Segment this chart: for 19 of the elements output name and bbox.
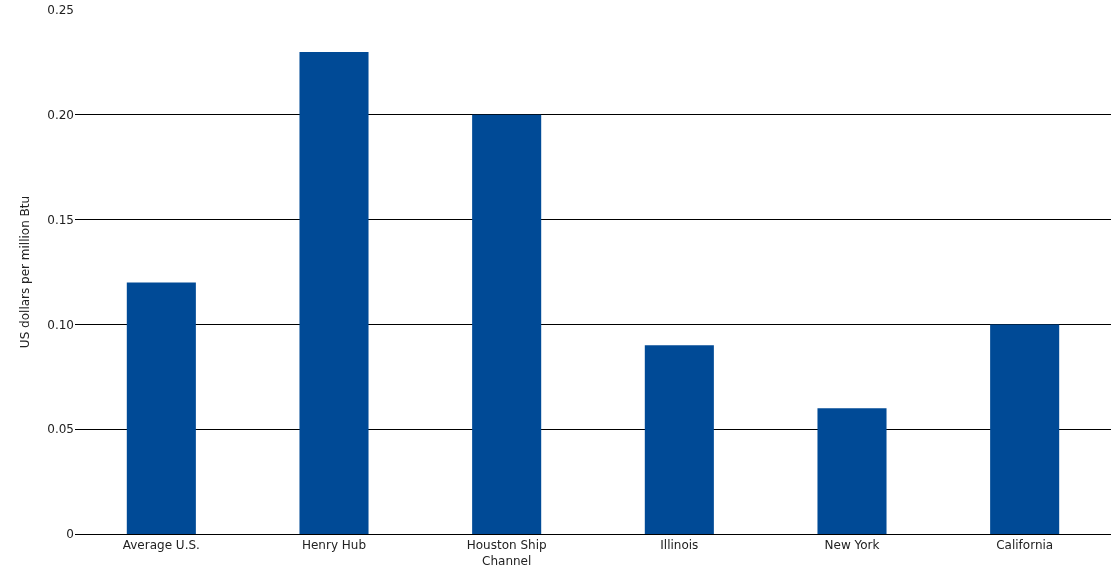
y-tick-label: 0.25 — [47, 3, 74, 18]
x-tick-label: Illinois — [660, 538, 699, 553]
y-tick-label: 0.05 — [47, 422, 74, 437]
y-tick-label: 0.10 — [47, 317, 74, 332]
x-tick-label: Houston Ship Channel — [466, 538, 547, 568]
y-tick-label: 0.15 — [47, 212, 74, 227]
y-tick-label: 0 — [66, 527, 74, 542]
y-tick-label: 0.20 — [47, 108, 74, 122]
y-axis-title: US dollars per million Btu — [17, 195, 32, 349]
x-tick-label: Average U.S. — [122, 538, 200, 553]
bar — [644, 345, 714, 534]
x-tick-label: California — [996, 538, 1054, 553]
bar — [472, 114, 542, 534]
x-tick-label: Henry Hub — [301, 538, 367, 553]
x-tick-label: New York — [824, 538, 880, 553]
bar — [817, 408, 887, 534]
bar — [299, 51, 369, 534]
bar — [990, 324, 1060, 534]
bar — [126, 282, 196, 534]
